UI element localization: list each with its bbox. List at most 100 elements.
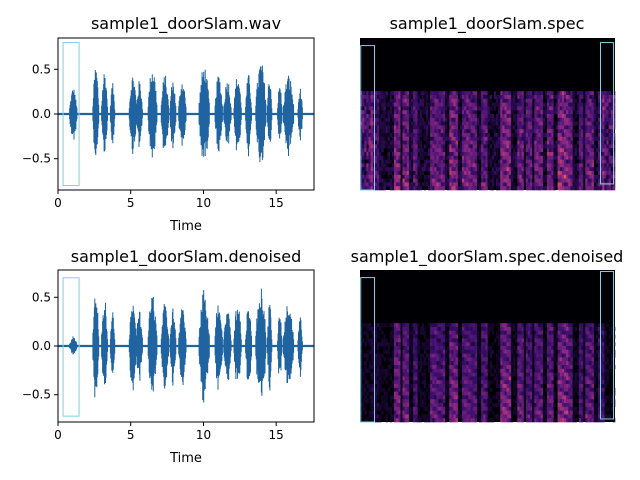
spectrogram-cell [602,121,605,126]
spectrogram-cell [500,365,503,370]
spectrogram-cell [436,174,439,179]
spectrogram-cell [561,106,565,111]
spectrogram-cell [366,327,369,332]
spectrogram-cell [449,129,452,134]
spectrogram-cell [525,182,529,187]
spectrogram-cell [394,152,397,157]
spectrogram-cell [568,106,571,111]
spectrogram-cell [559,395,563,400]
spectrogram-cell [530,171,533,176]
spectrogram-cell [576,133,580,138]
spectrogram-cell [527,148,531,153]
spectrogram-cell [385,380,388,385]
spectrogram-cell [585,148,588,153]
spectrogram-cell [602,114,605,119]
spectrogram-cell [534,114,537,119]
spectrogram-cell [391,144,395,149]
waveform-trace [101,74,108,152]
spectrogram-cell [521,98,524,103]
spectrogram-cell [453,178,456,183]
spectrogram-cell [538,121,541,126]
spectrogram-cell [549,114,552,119]
spectrogram-cell [544,406,548,411]
spectrogram-cell [462,391,465,396]
spectrogram-cell [591,136,594,141]
spectrogram-cell [387,372,390,377]
spectrogram-cell [472,171,475,176]
spectrogram-cell [506,338,509,343]
spectrogram-cell [557,174,560,179]
spectrogram-cell [472,418,475,423]
spectrogram-cell [547,365,550,370]
spectrogram-cell [374,387,378,392]
spectrogram-cell [406,125,410,130]
spectrogram-cell [402,353,405,358]
spectrogram-cell [498,357,501,362]
spectrogram-cell [406,330,410,335]
spectrogram-cell [483,338,486,343]
spectrogram-cell [566,353,569,358]
spectrogram-cell [462,387,465,392]
spectrogram-cell [385,342,388,347]
spectrogram-cell [604,125,607,130]
spectrogram-cell [466,372,469,377]
spectrogram-cell [493,152,497,157]
spectrogram-cell [398,117,401,122]
spectrogram-cell [464,144,467,149]
spectrogram-cell [485,323,488,328]
spectrogram-cell [362,152,365,157]
spectrogram-cell [408,410,412,415]
spectrogram-cell [408,140,412,145]
spectrogram-cell [466,342,469,347]
spectrogram-cell [557,148,560,153]
spectrogram-cell [432,171,435,176]
spectrogram-cell [502,144,505,149]
spectrogram-cell [555,140,558,145]
spectrogram-cell [593,102,597,107]
spectrogram-cell [547,349,550,354]
spectrogram-cell [415,98,418,103]
spectrogram-cell [585,159,588,164]
spectrogram-cell [391,102,395,107]
spectrogram-cell [464,182,467,187]
spectrogram-cell [551,361,554,366]
spectrogram-cell [549,152,552,157]
spectrogram-cell [438,323,441,328]
spectrogram-cell [568,152,571,157]
spectrogram-cell [547,110,550,115]
spectrogram-cell [459,133,463,138]
spectrogram-cell [474,342,478,347]
spectrogram-cell [404,406,407,411]
spectrogram-cell [479,98,482,103]
spectrogram-cell [493,376,497,381]
spectrogram-cell [447,182,450,187]
spectrogram-cell [557,418,560,423]
spectrogram-cell [472,102,475,107]
spectrogram-cell [415,178,418,183]
waveform-trace [277,88,283,139]
spectrogram-cell [366,171,369,176]
spectrogram-cell [387,387,390,392]
spectrogram-cell [436,114,439,119]
spectrogram-cell [440,346,444,351]
spectrogram-cell [421,414,424,419]
spectrogram-cell [451,178,454,183]
spectrogram-cell [394,330,397,335]
spectrogram-cell [464,403,467,408]
spectrogram-cell [474,114,478,119]
spectrogram-cell [449,384,452,389]
spectrogram-cell [559,174,563,179]
spectrogram-cell [525,167,529,172]
waveform-trace [223,313,232,380]
spectrogram-cell [559,98,563,103]
spectrogram-cell [468,327,471,332]
spectrogram-cell [581,110,584,115]
spectrogram-cell [368,361,371,366]
spectrogram-cell [500,403,503,408]
spectrogram-cell [570,91,573,96]
spectrogram-cell [455,410,458,415]
spectrogram-cell [515,91,518,96]
spectrogram-cell [483,117,486,122]
spectrogram-cell [536,98,539,103]
spectrogram-cell [540,361,543,366]
